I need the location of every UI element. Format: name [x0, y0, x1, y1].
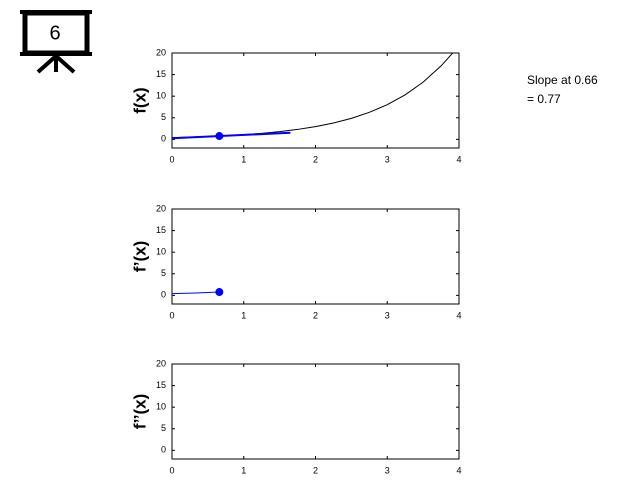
y-tick-label: 5	[161, 423, 166, 433]
y-tick-label: 20	[156, 47, 166, 57]
y-tick-label: 20	[156, 358, 166, 368]
x-tick-label: 1	[241, 310, 246, 320]
x-tick-label: 3	[385, 310, 390, 320]
y-tick-label: 15	[156, 225, 166, 235]
x-tick-label: 1	[241, 465, 246, 475]
y-axis-label: f(x)	[130, 87, 149, 113]
y-tick-label: 5	[161, 268, 166, 278]
curve	[171, 291, 220, 295]
x-tick-label: 3	[385, 154, 390, 164]
x-tick-label: 3	[385, 465, 390, 475]
x-tick-label: 2	[313, 465, 318, 475]
icon-leg	[36, 54, 58, 74]
slide-icon: 6	[20, 10, 92, 74]
tangent-line	[171, 131, 291, 140]
x-tick-label: 4	[456, 465, 461, 475]
icon-label: 6	[49, 22, 60, 44]
x-tick-label: 0	[169, 154, 174, 164]
x-tick-label: 1	[241, 154, 246, 164]
point	[215, 132, 224, 141]
annotation: = 0.77	[527, 92, 561, 106]
x-tick-label: 2	[313, 310, 318, 320]
y-tick-label: 0	[161, 445, 166, 455]
x-tick-label: 0	[169, 310, 174, 320]
y-tick-label: 15	[156, 380, 166, 390]
plot-area	[171, 208, 460, 305]
plot-area	[171, 52, 460, 149]
point	[215, 288, 224, 297]
x-tick-label: 4	[456, 154, 461, 164]
x-tick-label: 4	[456, 310, 461, 320]
annotation: Slope at 0.66	[527, 73, 598, 87]
y-tick-label: 10	[156, 91, 166, 101]
y-tick-label: 10	[156, 247, 166, 257]
y-tick-label: 15	[156, 69, 166, 79]
y-tick-label: 10	[156, 402, 166, 412]
y-tick-label: 0	[161, 134, 166, 144]
y-axis-label: f’’(x)	[130, 394, 149, 430]
x-tick-label: 2	[313, 154, 318, 164]
plot-area	[171, 363, 460, 460]
y-tick-label: 5	[161, 112, 166, 122]
icon-leg	[54, 54, 76, 74]
y-axis-label: f’(x)	[130, 241, 149, 272]
x-tick-label: 0	[169, 465, 174, 475]
y-tick-label: 20	[156, 203, 166, 213]
y-tick-label: 0	[161, 290, 166, 300]
